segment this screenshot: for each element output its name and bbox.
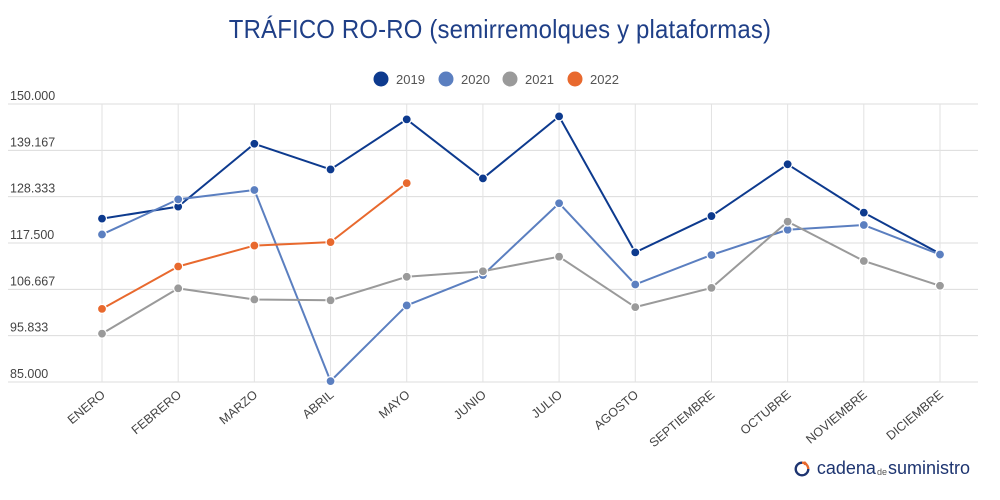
data-point-2022 bbox=[401, 178, 412, 189]
data-point-2020 bbox=[96, 229, 108, 240]
data-point-2019 bbox=[325, 164, 336, 175]
data-point-2022 bbox=[325, 237, 336, 248]
y-tick-label: 95.833 bbox=[10, 321, 48, 335]
data-point-2019 bbox=[706, 210, 717, 222]
data-point-2020 bbox=[706, 249, 717, 261]
data-point-2019 bbox=[630, 247, 641, 258]
legend-label-2022: 2022 bbox=[590, 72, 619, 87]
data-point-2021 bbox=[706, 282, 717, 294]
data-point-2021 bbox=[325, 295, 336, 306]
data-point-2019 bbox=[858, 207, 869, 218]
series-line-2020 bbox=[101, 188, 941, 383]
legend-label-2019: 2019 bbox=[396, 72, 425, 87]
brand-text-de: de bbox=[876, 466, 887, 477]
data-point-2020 bbox=[325, 376, 336, 387]
y-tick-label: 85.000 bbox=[10, 367, 48, 381]
brand-text-suministro: suministro bbox=[887, 458, 970, 478]
x-tick-label: ABRIL bbox=[300, 388, 337, 422]
legend-marker-2021 bbox=[502, 71, 518, 87]
x-tick-label: FEBRERO bbox=[129, 387, 184, 437]
data-point-2019 bbox=[401, 114, 412, 125]
data-point-2021 bbox=[553, 251, 565, 262]
series-line-2019 bbox=[101, 115, 941, 255]
data-point-2021 bbox=[858, 255, 869, 267]
data-point-2020 bbox=[858, 219, 869, 231]
chart-title: TRÁFICO RO-RO (semirremolques y platafor… bbox=[228, 14, 772, 44]
x-tick-label: MARZO bbox=[217, 387, 261, 427]
x-tick-label: OCTUBRE bbox=[738, 388, 794, 438]
data-point-2021 bbox=[96, 328, 108, 339]
data-point-2022 bbox=[96, 303, 108, 314]
y-tick-label: 117.500 bbox=[10, 228, 54, 242]
y-tick-label: 139.167 bbox=[10, 135, 55, 149]
legend-label-2020: 2020 bbox=[461, 72, 490, 87]
data-point-2021 bbox=[630, 302, 641, 313]
data-point-2022 bbox=[173, 261, 184, 272]
data-point-2019 bbox=[96, 213, 108, 224]
x-tick-label: MAYO bbox=[376, 387, 413, 421]
data-point-2020 bbox=[630, 279, 641, 290]
data-point-2019 bbox=[477, 173, 489, 184]
data-point-2021 bbox=[173, 283, 184, 294]
data-point-2021 bbox=[782, 216, 793, 227]
data-point-2020 bbox=[401, 300, 412, 311]
brand-logo: cadena de suministro bbox=[793, 458, 970, 479]
data-point-2021 bbox=[401, 271, 412, 282]
logo-icon bbox=[794, 460, 810, 476]
data-point-2020 bbox=[553, 198, 565, 209]
y-tick-label: 106.667 bbox=[10, 274, 55, 288]
brand-text-cadena: cadena bbox=[816, 458, 876, 478]
x-tick-label: JULIO bbox=[529, 387, 565, 421]
x-tick-label: SEPTIEMBRE bbox=[647, 388, 718, 451]
data-point-2019 bbox=[782, 159, 793, 170]
x-tick-label: JUNIO bbox=[451, 387, 489, 422]
legend-label-2021: 2021 bbox=[525, 72, 554, 87]
data-point-2021 bbox=[477, 266, 489, 277]
legend-marker-2022 bbox=[567, 71, 583, 87]
data-point-2020 bbox=[934, 249, 946, 260]
x-tick-label: ENERO bbox=[65, 387, 108, 426]
data-point-2022 bbox=[249, 240, 260, 251]
data-point-2019 bbox=[553, 111, 565, 122]
x-tick-label: NOVIEMBRE bbox=[803, 388, 869, 447]
y-tick-label: 128.333 bbox=[10, 182, 55, 196]
y-tick-label: 150.000 bbox=[10, 89, 55, 103]
data-point-2020 bbox=[249, 184, 260, 196]
data-point-2021 bbox=[249, 294, 260, 305]
data-point-2021 bbox=[934, 280, 946, 291]
series-line-2021 bbox=[101, 220, 941, 335]
legend-marker-2019 bbox=[373, 71, 389, 87]
x-tick-label: AGOSTO bbox=[591, 387, 641, 432]
x-tick-label: DICIEMBRE bbox=[884, 388, 946, 443]
data-point-2019 bbox=[249, 138, 260, 149]
data-point-2020 bbox=[173, 194, 184, 205]
legend-marker-2020 bbox=[438, 71, 454, 87]
